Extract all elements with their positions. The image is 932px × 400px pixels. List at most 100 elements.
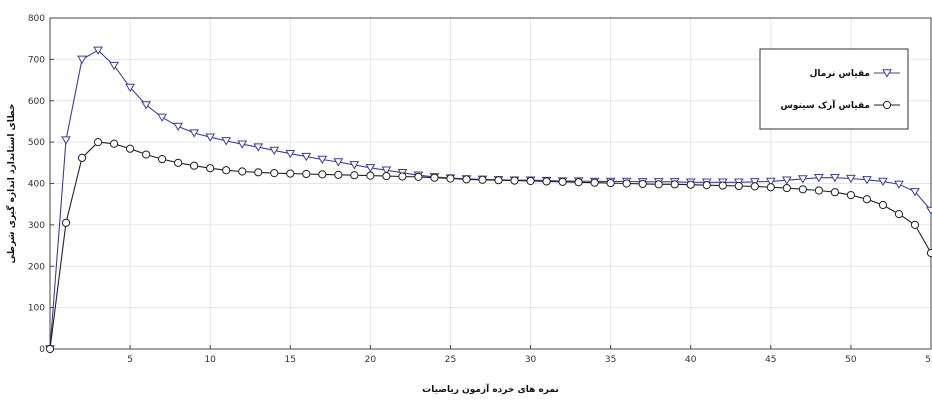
data-point	[814, 186, 823, 195]
x-axis-title: نمره های خرده آزمون ریاضیات	[422, 383, 559, 395]
x-tick-label: 25	[445, 355, 456, 365]
data-point	[109, 61, 119, 71]
data-point	[846, 174, 856, 184]
data-point	[206, 164, 215, 173]
data-point	[878, 200, 888, 210]
ticks: 5 10 15 20 25 30 35 40 45 50 55 0 100 200 300 400 500 600…	[28, 14, 932, 365]
series-layer	[45, 46, 932, 354]
data-point	[381, 166, 392, 175]
data-point	[317, 155, 328, 165]
data-point	[270, 169, 279, 178]
x-tick-label: 35	[605, 355, 616, 365]
data-point	[638, 179, 647, 189]
data-point	[542, 177, 551, 186]
data-point	[414, 172, 423, 181]
legend-label: مقیاس نرمال	[810, 69, 870, 79]
data-point	[430, 173, 439, 182]
x-tick-label: 45	[765, 355, 776, 365]
data-point	[398, 172, 407, 181]
data-point	[830, 174, 840, 183]
data-point	[93, 46, 103, 55]
data-point	[830, 188, 839, 197]
y-tick-label: 0	[39, 345, 45, 355]
data-point	[254, 168, 263, 177]
data-point	[77, 55, 87, 64]
legend-box	[759, 48, 909, 130]
data-point	[301, 152, 312, 162]
data-point	[782, 183, 791, 193]
data-point	[765, 177, 776, 187]
data-point	[382, 171, 391, 181]
x-tick-label: 30	[525, 355, 537, 365]
data-point	[894, 180, 904, 189]
data-point	[318, 170, 327, 179]
data-point	[510, 176, 519, 185]
data-point	[109, 139, 119, 148]
y-tick-label: 400	[28, 180, 45, 190]
data-point	[142, 150, 151, 159]
data-point	[926, 206, 932, 215]
data-point	[333, 158, 344, 167]
data-point	[862, 195, 872, 204]
x-tick-label: 15	[285, 355, 296, 365]
data-point	[478, 175, 487, 184]
data-point	[446, 174, 455, 183]
data-point	[686, 180, 695, 189]
legend-marker	[882, 69, 892, 78]
data-point	[221, 137, 232, 146]
data-point	[462, 175, 471, 184]
x-tick-label: 5	[127, 355, 133, 365]
data-point	[350, 171, 359, 180]
x-tick-label: 10	[204, 355, 216, 365]
data-point	[334, 170, 343, 179]
y-axis-title: خطای استاندارد اندازه گیری شرطی	[5, 104, 17, 264]
legend-label: مقیاس آرک سینوس	[780, 99, 870, 111]
x-tick-label: 40	[685, 355, 697, 365]
data-point	[862, 176, 872, 185]
data-point	[93, 138, 103, 147]
data-point	[797, 175, 808, 184]
data-point	[253, 143, 264, 152]
data-point	[718, 181, 727, 190]
series-line	[49, 141, 932, 350]
data-point	[125, 83, 135, 93]
y-tick-label: 800	[28, 14, 45, 24]
data-point	[910, 188, 920, 197]
data-point	[349, 161, 360, 170]
data-point	[494, 176, 503, 185]
data-point	[61, 136, 71, 145]
data-point	[926, 248, 932, 258]
data-point	[141, 101, 151, 110]
data-point	[77, 153, 87, 162]
series-2	[45, 138, 932, 354]
data-point	[238, 167, 247, 176]
data-point	[813, 174, 824, 183]
x-tick-label: 55	[925, 355, 932, 365]
data-point	[749, 178, 760, 187]
legend-marker	[882, 100, 892, 110]
data-point	[622, 179, 631, 188]
data-point	[910, 220, 920, 229]
y-tick-label: 300	[28, 221, 45, 231]
data-point	[365, 164, 376, 173]
y-tick-label: 100	[28, 304, 45, 314]
y-tick-label: 600	[28, 97, 45, 107]
data-point	[654, 180, 663, 189]
data-point	[125, 144, 135, 153]
data-point	[894, 210, 904, 219]
data-point	[702, 181, 711, 190]
data-point	[750, 182, 759, 191]
data-point	[302, 169, 311, 179]
data-point	[61, 218, 71, 227]
data-point	[734, 181, 743, 191]
data-point	[606, 178, 615, 188]
data-point	[574, 178, 583, 187]
data-point	[189, 129, 200, 138]
y-tick-label: 500	[28, 138, 45, 148]
y-tick-label: 200	[28, 262, 45, 272]
data-point	[846, 190, 856, 200]
data-point	[157, 113, 168, 122]
data-point	[798, 185, 807, 194]
data-point	[766, 183, 775, 192]
